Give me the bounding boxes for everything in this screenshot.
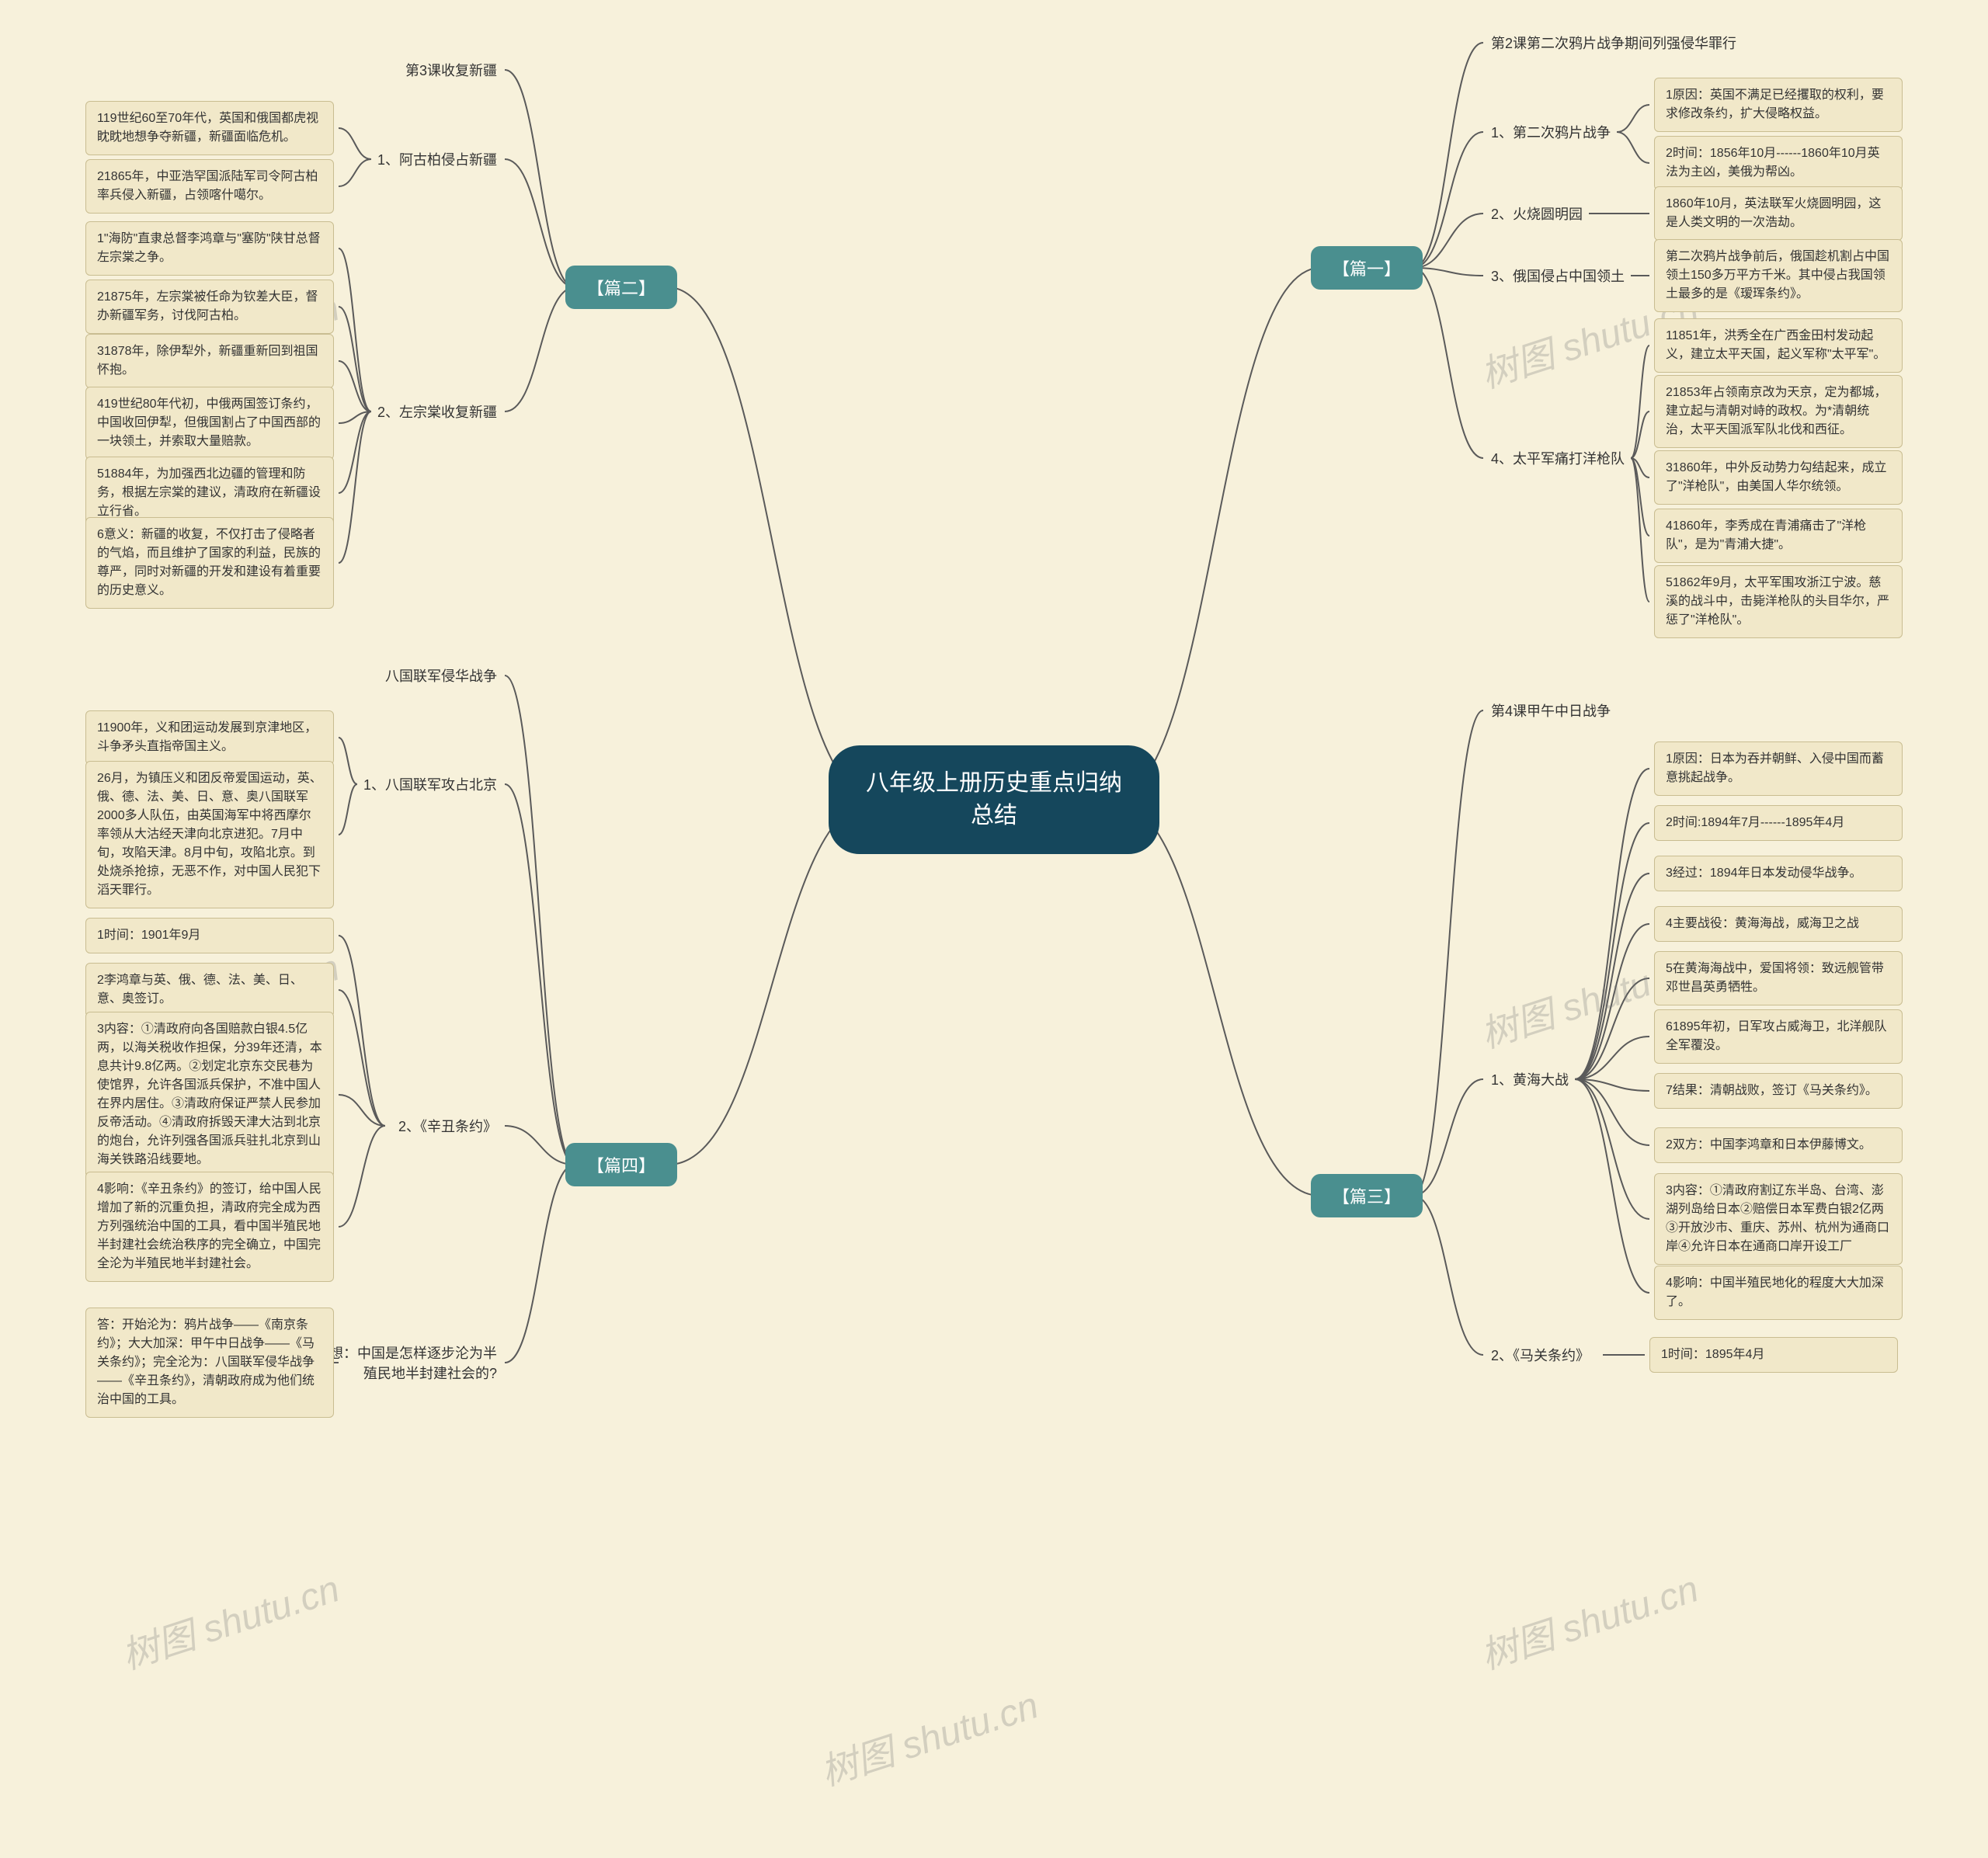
leaf-card: 2时间:1894年7月------1895年4月 bbox=[1654, 805, 1903, 841]
leaf-card: 31878年，除伊犁外，新疆重新回到祖国怀抱。 bbox=[85, 334, 334, 388]
leaf-card: 4影响：中国半殖民地化的程度大大加深了。 bbox=[1654, 1266, 1903, 1320]
topic-label: 第2课第二次鸦片战争期间列强侵华罪行 bbox=[1491, 33, 1736, 53]
topic-label: 1、黄海大战 bbox=[1491, 1069, 1569, 1089]
leaf-card: 41860年，李秀成在青浦痛击了"洋枪队"，是为"青浦大捷"。 bbox=[1654, 509, 1903, 563]
leaf-card: 21865年，中亚浩罕国派陆军司令阿古柏率兵侵入新疆，占领喀什噶尔。 bbox=[85, 159, 334, 214]
leaf-card: 31860年，中外反动势力勾结起来，成立了"洋枪队"，由美国人华尔统领。 bbox=[1654, 450, 1903, 505]
topic-label: 八国联军侵华战争 bbox=[385, 665, 497, 686]
leaf-card: 1"海防"直隶总督李鸿章与"塞防"陕甘总督左宗棠之争。 bbox=[85, 221, 334, 276]
leaf-card: 1原因：日本为吞并朝鲜、入侵中国而蓄意挑起战争。 bbox=[1654, 741, 1903, 796]
leaf-card: 11900年，义和团运动发展到京津地区，斗争矛头直指帝国主义。 bbox=[85, 710, 334, 765]
leaf-card: 4影响：《辛丑条约》的签订，给中国人民增加了新的沉重负担，清政府完全成为西方列强… bbox=[85, 1172, 334, 1282]
leaf-card: 21875年，左宗棠被任命为钦差大臣，督办新疆军务，讨伐阿古柏。 bbox=[85, 280, 334, 334]
leaf-card: 26月，为镇压义和团反帝爱国运动，英、俄、德、法、美、日、意、奥八国联军2000… bbox=[85, 761, 334, 908]
topic-label: 2、火烧圆明园 bbox=[1491, 203, 1583, 224]
leaf-card: 3经过：1894年日本发动侵华战争。 bbox=[1654, 856, 1903, 891]
center-node: 八年级上册历史重点归纳总结 bbox=[829, 745, 1159, 854]
topic-label: 1、八国联军攻占北京 bbox=[363, 774, 497, 794]
section-node: 【篇一】 bbox=[1311, 246, 1423, 290]
topic-label: 2、《马关条约》 bbox=[1491, 1345, 1590, 1365]
leaf-card: 第二次鸦片战争前后，俄国趁机割占中国领土150多万平方千米。其中侵占我国领土最多… bbox=[1654, 239, 1903, 312]
section-node: 【篇二】 bbox=[565, 266, 677, 309]
leaf-card: 2双方：中国李鸿章和日本伊藤博文。 bbox=[1654, 1127, 1903, 1163]
leaf-card: 11851年，洪秀全在广西金田村发动起义，建立太平天国，起义军称"太平军"。 bbox=[1654, 318, 1903, 373]
leaf-card: 2时间：1856年10月------1860年10月英法为主凶，美俄为帮凶。 bbox=[1654, 136, 1903, 190]
topic-label: 第4课甲午中日战争 bbox=[1491, 700, 1611, 721]
leaf-card: 4主要战役：黄海海战，威海卫之战 bbox=[1654, 906, 1903, 942]
watermark: 树图 shutu.cn bbox=[113, 1558, 345, 1679]
leaf-card: 2李鸿章与英、俄、德、法、美、日、意、奥签订。 bbox=[85, 963, 334, 1017]
topic-label: 2、左宗棠收复新疆 bbox=[377, 401, 497, 422]
topic-label: 第3课收复新疆 bbox=[405, 60, 497, 80]
leaf-card: 6意义：新疆的收复，不仅打击了侵略者的气焰，而且维护了国家的利益，民族的尊严，同… bbox=[85, 517, 334, 609]
leaf-card: 答：开始沦为：鸦片战争——《南京条约》；大大加深：甲午中日战争——《马关条约》；… bbox=[85, 1308, 334, 1418]
topic-label: 2、《辛丑条约》 bbox=[398, 1116, 497, 1136]
topic-label: 4、太平军痛打洋枪队 bbox=[1491, 448, 1625, 468]
leaf-card: 1860年10月，英法联军火烧圆明园，这是人类文明的一次浩劫。 bbox=[1654, 186, 1903, 241]
watermark: 树图 shutu.cn bbox=[1472, 1558, 1704, 1679]
leaf-card: 1时间：1895年4月 bbox=[1649, 1337, 1898, 1373]
leaf-card: 21853年占领南京改为天京，定为都城，建立起与清朝对峙的政权。为*清朝统治，太… bbox=[1654, 375, 1903, 448]
leaf-card: 1原因：英国不满足已经攫取的权利，要求修改条约，扩大侵略权益。 bbox=[1654, 78, 1903, 132]
leaf-card: 61895年初，日军攻占威海卫，北洋舰队全军覆没。 bbox=[1654, 1009, 1903, 1064]
leaf-card: 51862年9月，太平军围攻浙江宁波。慈溪的战斗中，击毙洋枪队的头目华尔，严惩了… bbox=[1654, 565, 1903, 638]
topic-label: 3、俄国侵占中国领土 bbox=[1491, 266, 1625, 286]
section-node: 【篇四】 bbox=[565, 1143, 677, 1186]
leaf-card: 3内容：①清政府割辽东半岛、台湾、澎湖列岛给日本②赔偿日本军费白银2亿两③开放沙… bbox=[1654, 1173, 1903, 1265]
leaf-card: 419世纪80年代初，中俄两国签订条约，中国收回伊犁，但俄国割占了中国西部的一块… bbox=[85, 387, 334, 460]
leaf-card: 3内容：①清政府向各国赔款白银4.5亿两，以海关税收作担保，分39年还清，本息共… bbox=[85, 1012, 334, 1178]
leaf-card: 1时间：1901年9月 bbox=[85, 918, 334, 953]
topic-label: 1、第二次鸦片战争 bbox=[1491, 122, 1611, 142]
leaf-card: 119世纪60至70年代，英国和俄国都虎视眈眈地想争夺新疆，新疆面临危机。 bbox=[85, 101, 334, 155]
section-node: 【篇三】 bbox=[1311, 1174, 1423, 1217]
leaf-card: 5在黄海海战中，爱国将领：致远舰管带邓世昌英勇牺牲。 bbox=[1654, 951, 1903, 1005]
watermark: 树图 shutu.cn bbox=[812, 1675, 1044, 1796]
topic-label: 1、阿古柏侵占新疆 bbox=[377, 149, 497, 169]
leaf-card: 7结果：清朝战败，签订《马关条约》。 bbox=[1654, 1073, 1903, 1109]
